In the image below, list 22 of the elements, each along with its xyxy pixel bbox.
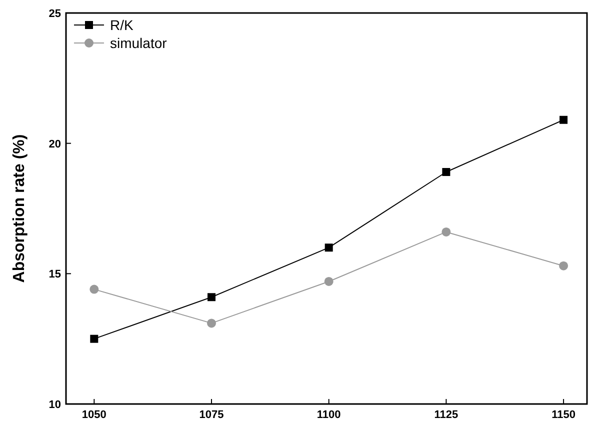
legend-label: R/K	[110, 17, 134, 33]
point	[442, 227, 451, 236]
y-tick-label: 25	[48, 8, 61, 20]
point	[90, 284, 99, 294]
y-tick-label: 10	[48, 399, 61, 411]
x-tick-label: 1150	[552, 409, 576, 421]
point	[207, 318, 216, 328]
point	[324, 244, 333, 252]
point	[559, 261, 568, 270]
legend-label: simulator	[110, 35, 168, 51]
y-axis-title: Absorption rate (%)	[11, 134, 28, 283]
x-tick-label: 1125	[434, 409, 458, 421]
point	[560, 116, 568, 124]
point	[442, 168, 450, 176]
point	[90, 334, 98, 343]
y-tick-label: 20	[48, 138, 61, 150]
y-tick-label: 15	[48, 268, 61, 281]
point	[324, 276, 334, 286]
point	[208, 293, 216, 302]
x-tick-label: 1100	[316, 409, 341, 421]
x-tick-label: 1050	[82, 409, 106, 421]
x-tick-label: 1075	[199, 409, 224, 421]
